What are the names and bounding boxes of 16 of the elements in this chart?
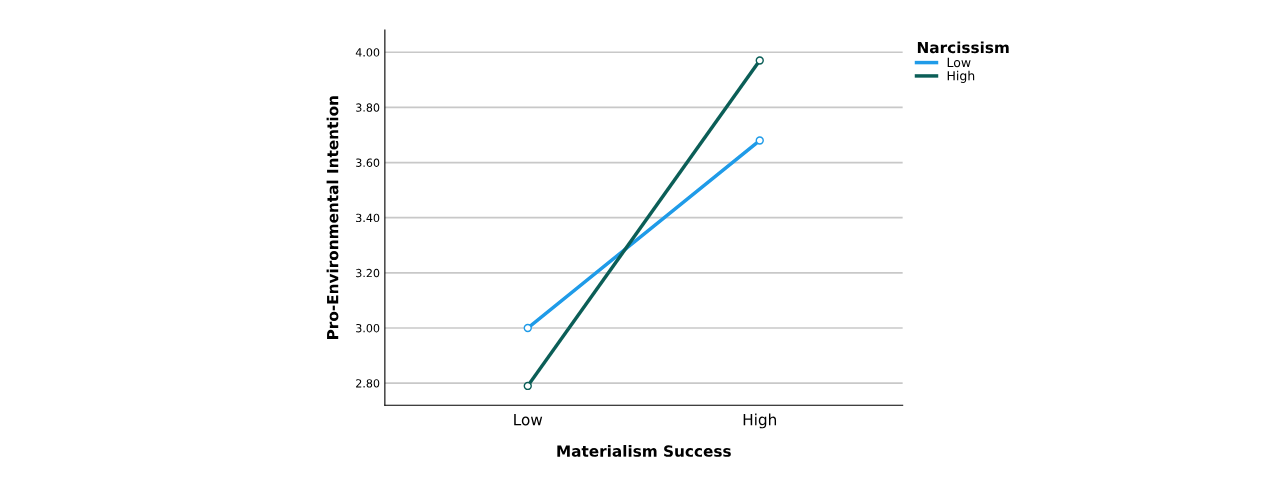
y-tick-label: 3.20: [356, 268, 380, 278]
legend-title: Narcissism: [917, 41, 1009, 54]
y-tick-label: 2.80: [356, 379, 380, 388]
y-axis-title: Pro-Environmental Intention: [326, 96, 339, 339]
point: [755, 56, 764, 65]
y-tick-label: 4.00: [355, 48, 380, 57]
y-tick-label: 3.00: [356, 323, 380, 333]
y-tick-label: 3.60: [356, 158, 380, 167]
point: [755, 136, 764, 145]
y-tick-label: 3.80: [356, 103, 380, 112]
point: [523, 381, 532, 391]
point: [523, 323, 532, 333]
y-tick-label: 3.40: [356, 213, 380, 223]
x-axis-title: Materialism Success: [557, 445, 731, 457]
legend-label: Low: [947, 57, 971, 68]
legend-label: High: [947, 70, 975, 83]
